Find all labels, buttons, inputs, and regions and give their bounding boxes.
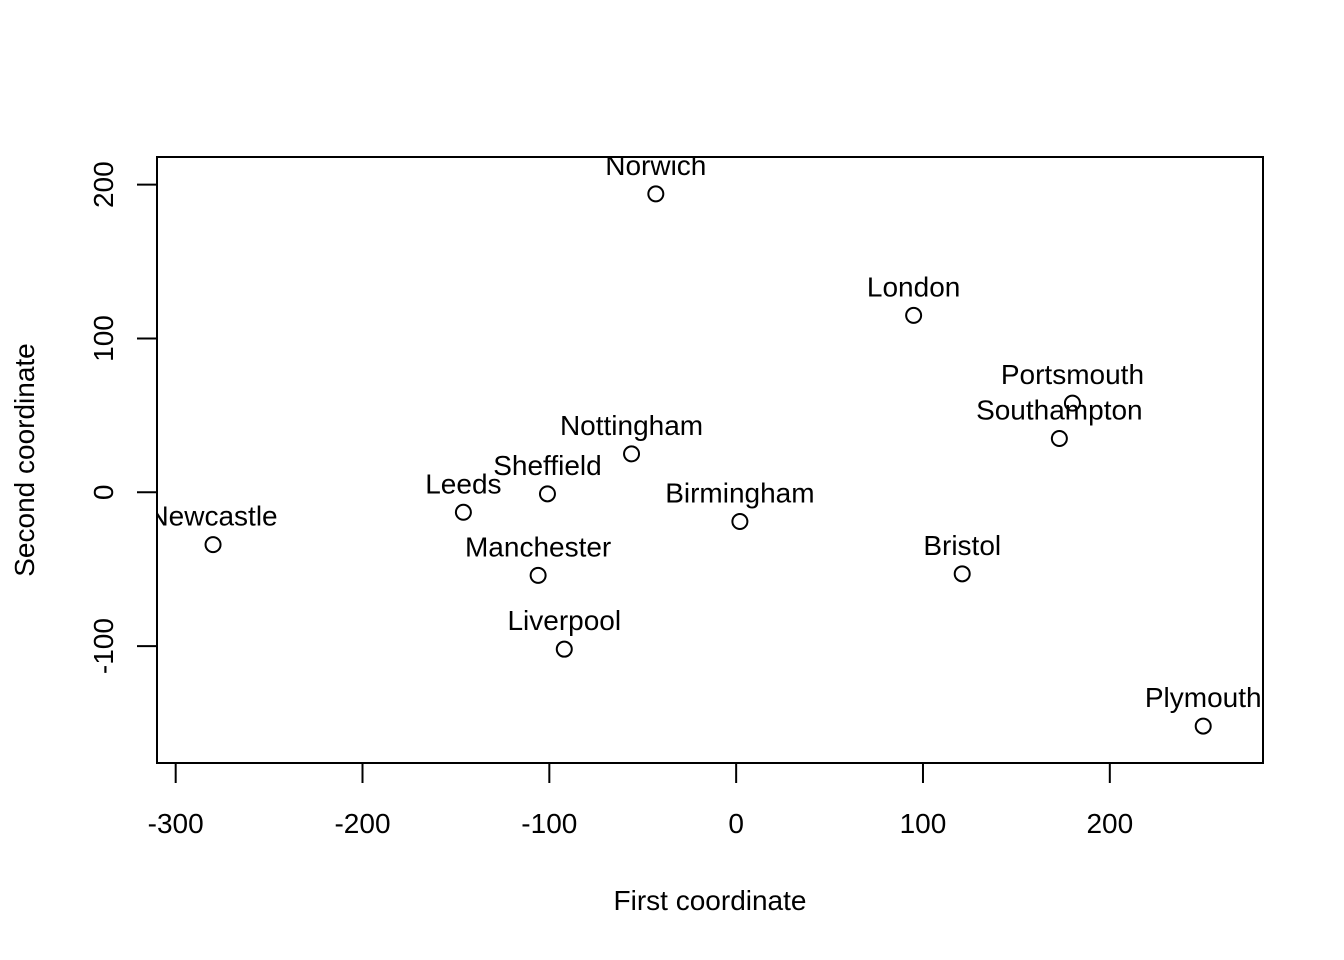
- data-point: [1063, 394, 1081, 412]
- point-label: Nottingham: [560, 410, 703, 441]
- x-axis-title: First coordinate: [614, 885, 807, 916]
- data-point: [731, 513, 749, 531]
- data-point: [454, 503, 472, 521]
- point-label: Norwich: [605, 150, 706, 181]
- plot-frame: [156, 156, 1264, 764]
- point-label: Manchester: [465, 531, 611, 562]
- data-point: [953, 565, 971, 583]
- x-tick-label: 0: [728, 808, 744, 839]
- data-point: [529, 566, 547, 584]
- points-layer: Norwich London Portsmouth Southampton Nottin…: [148, 150, 1262, 735]
- x-tick-label: 100: [900, 808, 947, 839]
- y-tick-label: 200: [88, 161, 119, 208]
- point-label: Newcastle: [148, 501, 277, 532]
- point-label: London: [867, 271, 960, 302]
- y-tick-label: -100: [88, 618, 119, 674]
- data-point: [204, 536, 222, 554]
- y-tick-label: 0: [88, 485, 119, 501]
- data-point: [538, 485, 556, 503]
- point-label: Birmingham: [665, 478, 814, 509]
- point-label: Liverpool: [507, 605, 621, 636]
- data-point: [1194, 717, 1212, 735]
- point-label: Plymouth: [1145, 682, 1262, 713]
- data-point: [623, 445, 641, 463]
- x-axis: -300 -200 -100 0 100 200: [148, 762, 1133, 839]
- data-point: [905, 306, 923, 324]
- x-tick-label: -300: [148, 808, 204, 839]
- data-point: [555, 640, 573, 658]
- point-label: Bristol: [923, 530, 1001, 561]
- x-tick-label: -200: [334, 808, 390, 839]
- y-tick-label: 100: [88, 315, 119, 362]
- x-tick-label: 200: [1086, 808, 1133, 839]
- point-label: Sheffield: [493, 450, 601, 481]
- point-label: Southampton: [976, 394, 1143, 425]
- data-point: [647, 185, 665, 203]
- y-axis-title: Second coordinate: [9, 343, 40, 577]
- y-axis: -100 0 100 200: [88, 161, 158, 674]
- x-tick-label: -100: [521, 808, 577, 839]
- point-label: Leeds: [425, 468, 501, 499]
- point-label: Portsmouth: [1001, 359, 1144, 390]
- data-point: [1050, 429, 1068, 447]
